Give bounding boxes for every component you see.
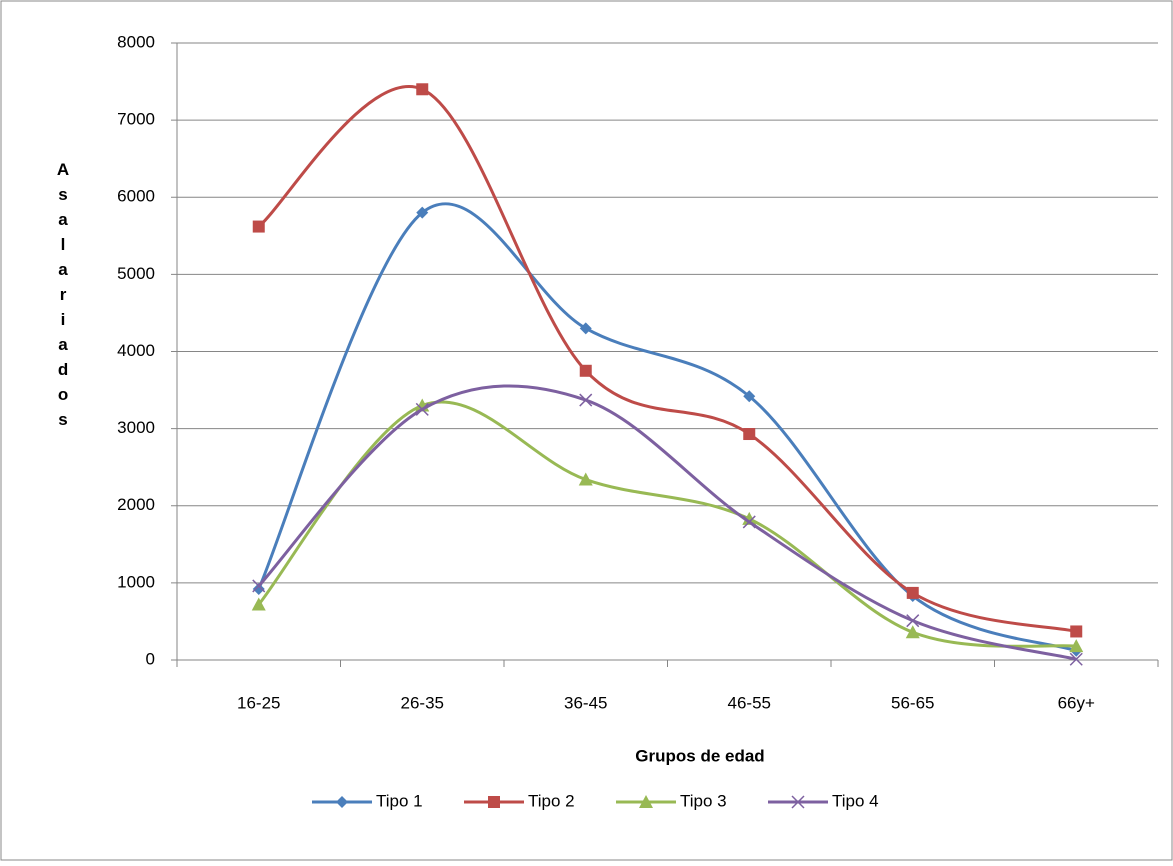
legend-label: Tipo 1 <box>376 791 423 810</box>
data-point <box>579 393 593 407</box>
data-point <box>579 322 592 335</box>
legend-marker <box>488 796 500 808</box>
data-point <box>251 597 266 611</box>
y-tick-label: 1000 <box>117 572 155 591</box>
y-tick-label: 3000 <box>117 418 155 437</box>
data-point <box>906 586 919 599</box>
x-tick-label: 56-65 <box>891 693 934 712</box>
y-tick-label: 0 <box>146 649 155 668</box>
y-tick-label: 8000 <box>117 32 155 51</box>
data-point <box>742 511 757 525</box>
y-tick-label: 7000 <box>117 110 155 129</box>
y-axis-title: Asalariados <box>54 160 73 435</box>
data-point <box>742 515 756 529</box>
x-tick-label: 26-35 <box>401 693 444 712</box>
data-point <box>1070 625 1083 638</box>
data-point <box>416 83 429 96</box>
data-point <box>743 390 756 403</box>
data-point <box>906 614 920 628</box>
x-tick-label: 66y+ <box>1058 693 1095 712</box>
x-tick-label: 36-45 <box>564 693 607 712</box>
y-tick-label: 6000 <box>117 187 155 206</box>
data-point <box>252 220 265 233</box>
data-point <box>1069 652 1083 666</box>
data-point <box>1069 639 1084 653</box>
data-point <box>252 579 266 593</box>
legend-label: Tipo 4 <box>832 791 879 810</box>
data-point <box>252 583 265 596</box>
legend-label: Tipo 3 <box>680 791 727 810</box>
data-point <box>415 402 429 416</box>
y-tick-label: 4000 <box>117 341 155 360</box>
series-line <box>257 384 1077 661</box>
legend-marker <box>639 795 653 808</box>
legend-marker <box>336 796 348 808</box>
legend-marker <box>791 795 805 809</box>
x-tick-label: 46-55 <box>728 693 771 712</box>
x-tick-label: 16-25 <box>237 693 280 712</box>
data-point <box>578 472 593 486</box>
legend-label: Tipo 2 <box>528 791 575 810</box>
data-point <box>416 206 429 219</box>
y-tick-label: 5000 <box>117 264 155 283</box>
y-tick-label: 2000 <box>117 495 155 514</box>
data-point <box>743 428 756 441</box>
x-axis-title: Grupos de edad <box>635 746 764 765</box>
data-point <box>579 364 592 377</box>
data-point <box>905 625 920 639</box>
